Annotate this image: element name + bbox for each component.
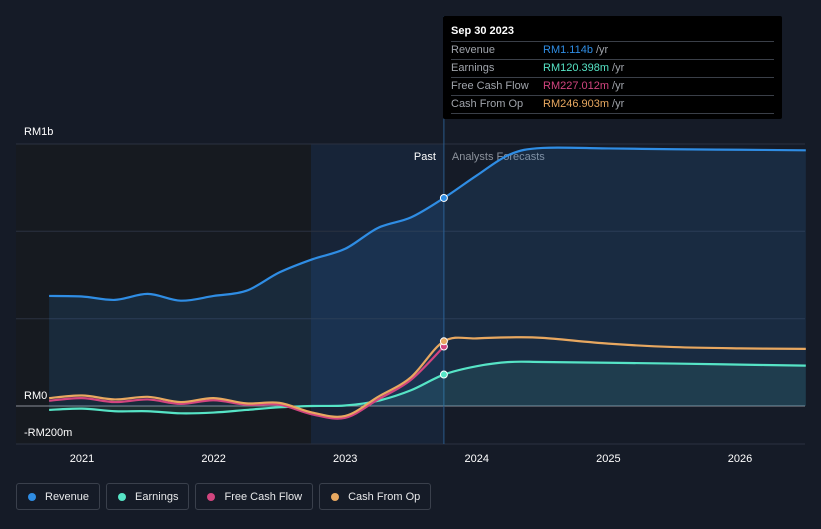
past-region-dark: [16, 144, 311, 444]
tooltip: Sep 30 2023 Revenue RM1.114b /yr Earning…: [443, 16, 782, 119]
legend-dot-icon: [28, 492, 36, 501]
legend-dot-icon: [207, 492, 216, 501]
revenue-point: [439, 193, 448, 202]
legend-label: Earnings: [135, 490, 179, 503]
revenue-area: [49, 147, 806, 406]
legend-item-earnings[interactable]: Earnings: [106, 483, 190, 510]
past-label: Past: [414, 151, 436, 163]
legend-item-cash-from-op[interactable]: Cash From Op: [319, 483, 432, 510]
free-cash-flow-line: [49, 345, 445, 420]
tooltip-row-free-cash-flow: Free Cash Flow RM227.012m /yr: [451, 78, 774, 96]
legend: Revenue Earnings Free Cash Flow Cash Fro…: [16, 483, 432, 512]
tooltip-unit: /yr: [612, 80, 625, 92]
tooltip-unit: /yr: [612, 62, 625, 74]
x-tick-label: 2022: [201, 453, 225, 465]
tooltip-value: RM227.012m: [543, 80, 610, 92]
forecast-label: Analysts Forecasts: [452, 151, 545, 163]
tooltip-row-earnings: Earnings RM120.398m /yr: [451, 60, 774, 78]
earnings-area: [49, 361, 806, 414]
legend-item-free-cash-flow[interactable]: Free Cash Flow: [195, 483, 314, 510]
tooltip-unit: /yr: [612, 98, 625, 110]
tooltip-unit: /yr: [595, 44, 609, 56]
x-tick-label: 2023: [333, 453, 357, 465]
legend-label: Cash From Op: [348, 490, 421, 503]
tooltip-label: Revenue: [451, 44, 496, 56]
past-region-highlight: [311, 144, 444, 444]
tooltip-value: RM120.398m: [543, 62, 610, 74]
y-axis-label: RM0: [24, 390, 47, 402]
earnings-point: [439, 370, 448, 379]
legend-dot-icon: [331, 492, 340, 501]
cash-from-op-point: [439, 337, 448, 346]
tooltip-label: Cash From Op: [451, 98, 524, 110]
legend-dot-icon: [118, 492, 127, 501]
revenue-line: [49, 146, 806, 302]
cash-from-op-line: [49, 336, 806, 418]
tooltip-value: RM246.903m: [543, 98, 610, 110]
tooltip-label: Free Cash Flow: [451, 80, 529, 92]
legend-label: Free Cash Flow: [224, 490, 303, 503]
legend-item-revenue[interactable]: Revenue: [16, 483, 101, 510]
y-axis-label: -RM200m: [24, 427, 72, 439]
x-tick-label: 2026: [728, 453, 752, 465]
tooltip-date: Sep 30 2023: [451, 23, 774, 42]
tooltip-row-cash-from-op: Cash From Op RM246.903m /yr: [451, 96, 774, 114]
tooltip-label: Earnings: [451, 62, 495, 74]
tooltip-row-revenue: Revenue RM1.114b /yr: [451, 42, 774, 60]
x-tick-label: 2024: [465, 453, 489, 465]
tooltip-value: RM1.114b: [543, 44, 593, 56]
y-axis-label: RM1b: [24, 126, 53, 138]
x-tick-label: 2025: [596, 453, 620, 465]
x-tick-label: 2021: [70, 453, 94, 465]
legend-label: Revenue: [45, 490, 90, 503]
